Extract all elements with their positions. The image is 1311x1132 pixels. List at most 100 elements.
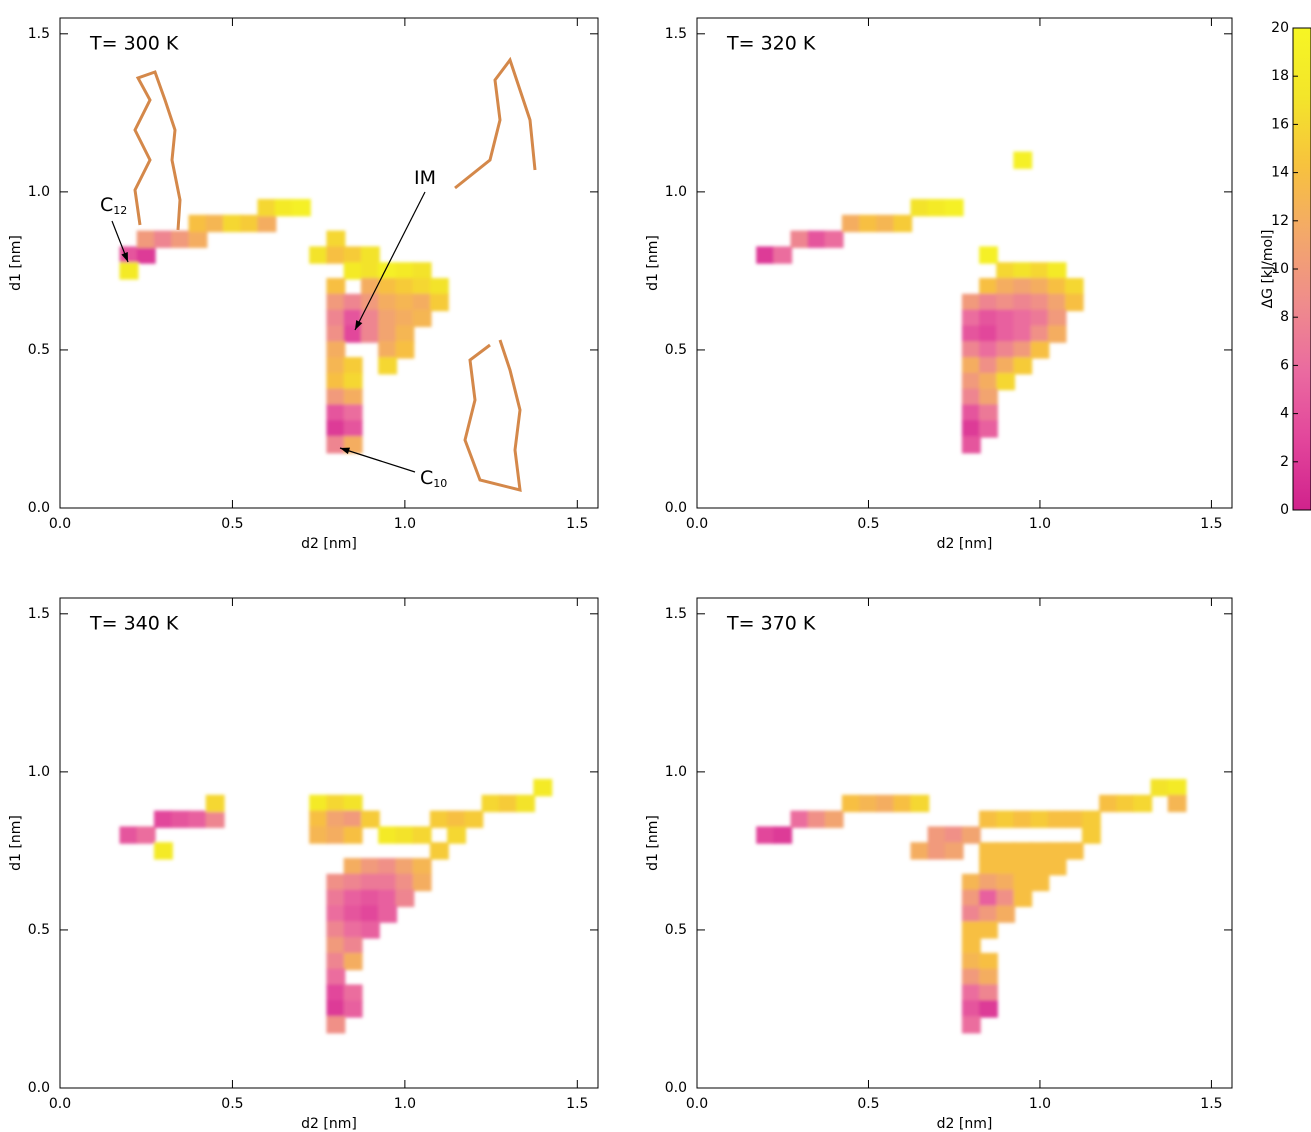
y-tick-label: 1.5 <box>665 606 687 622</box>
energy-cell <box>1065 294 1084 311</box>
energy-cell <box>1082 811 1101 828</box>
energy-cell <box>1013 325 1032 342</box>
energy-cell <box>326 795 345 812</box>
energy-cell <box>309 826 328 843</box>
energy-cell <box>326 420 345 437</box>
energy-cell <box>979 984 998 1001</box>
energy-cell <box>996 373 1015 390</box>
colorbar-tick-label: 0 <box>1280 502 1289 518</box>
energy-cell <box>344 389 363 406</box>
energy-cell <box>154 811 173 828</box>
energy-cell <box>361 246 380 263</box>
energy-cell <box>979 890 998 907</box>
energy-cell <box>344 890 363 907</box>
energy-cell <box>326 246 345 263</box>
energy-cell <box>344 811 363 828</box>
x-tick-label: 0.5 <box>221 516 243 532</box>
energy-cell <box>378 874 397 891</box>
energy-cell <box>979 404 998 421</box>
energy-cell <box>979 294 998 311</box>
x-tick-label: 0.5 <box>221 1096 243 1112</box>
energy-cell <box>137 826 156 843</box>
energy-cell <box>996 310 1015 327</box>
x-tick-label: 1.5 <box>566 1096 588 1112</box>
energy-cell <box>292 199 311 216</box>
energy-cell <box>1048 842 1067 859</box>
energy-cell <box>996 811 1015 828</box>
energy-cell <box>1013 294 1032 311</box>
energy-cell <box>962 905 981 922</box>
energy-cell <box>910 795 929 812</box>
energy-cell <box>326 874 345 891</box>
energy-cell <box>876 795 895 812</box>
energy-cell <box>154 842 173 859</box>
energy-cell <box>979 858 998 875</box>
energy-cell <box>257 215 276 232</box>
energy-cell <box>1048 858 1067 875</box>
energy-cell <box>361 262 380 279</box>
energy-cell <box>395 325 414 342</box>
energy-cell <box>361 874 380 891</box>
energy-cell <box>962 953 981 970</box>
energy-cell <box>395 262 414 279</box>
energy-cell <box>962 1016 981 1033</box>
energy-cell <box>756 246 775 263</box>
x-axis-label: d2 [nm] <box>301 536 357 552</box>
energy-cell <box>842 215 861 232</box>
energy-cell <box>1013 858 1032 875</box>
energy-cell <box>395 858 414 875</box>
energy-cell <box>979 278 998 295</box>
colorbar-tick-label: 20 <box>1271 20 1289 36</box>
energy-cell <box>326 278 345 295</box>
energy-cell <box>1013 152 1032 169</box>
energy-cell <box>1013 278 1032 295</box>
y-tick-label: 1.0 <box>28 764 50 780</box>
energy-cell <box>962 341 981 358</box>
energy-cell <box>1048 262 1067 279</box>
energy-cell <box>1031 278 1050 295</box>
energy-cell <box>1013 874 1032 891</box>
energy-cell <box>344 325 363 342</box>
energy-cell <box>962 436 981 453</box>
energy-cell <box>344 404 363 421</box>
energy-cell <box>962 984 981 1001</box>
y-tick-label: 0.5 <box>665 922 687 938</box>
energy-cell <box>859 795 878 812</box>
energy-cell <box>344 1000 363 1017</box>
energy-cell <box>996 890 1015 907</box>
energy-cell <box>1031 874 1050 891</box>
energy-cell <box>309 811 328 828</box>
energy-cell <box>756 826 775 843</box>
cells <box>119 779 552 1033</box>
energy-cell <box>344 294 363 311</box>
energy-cell <box>1013 842 1032 859</box>
energy-cell <box>996 341 1015 358</box>
energy-cell <box>1065 811 1084 828</box>
energy-cell <box>378 905 397 922</box>
energy-cell <box>326 231 345 248</box>
energy-cell <box>482 795 501 812</box>
energy-cell <box>962 890 981 907</box>
energy-cell <box>533 779 552 796</box>
energy-cell <box>378 826 397 843</box>
energy-cell <box>326 1016 345 1033</box>
energy-cell <box>344 858 363 875</box>
energy-cell <box>257 199 276 216</box>
arrow <box>340 448 415 472</box>
annotation: C10 <box>420 467 447 491</box>
energy-cell <box>979 341 998 358</box>
energy-cell <box>842 795 861 812</box>
energy-cell <box>188 231 207 248</box>
energy-cell <box>378 890 397 907</box>
energy-cell <box>395 874 414 891</box>
energy-cell <box>413 294 432 311</box>
energy-cell <box>464 811 483 828</box>
energy-cell <box>945 199 964 216</box>
energy-cell <box>395 310 414 327</box>
energy-cell <box>808 811 827 828</box>
energy-cell <box>378 294 397 311</box>
energy-cell <box>1013 890 1032 907</box>
energy-cell <box>395 294 414 311</box>
colorbar-tick-label: 12 <box>1271 213 1289 229</box>
energy-cell <box>996 278 1015 295</box>
